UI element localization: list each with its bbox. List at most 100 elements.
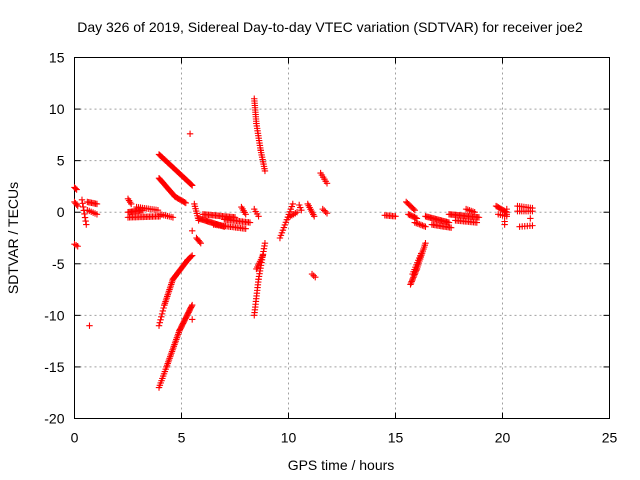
- data-point: [320, 207, 328, 214]
- y-tick-label: -10: [44, 307, 64, 323]
- data-point: [189, 301, 196, 309]
- data-point: [83, 221, 90, 228]
- chart-title: Day 326 of 2019, Sidereal Day-to-day VTE…: [77, 19, 583, 35]
- data-point: [93, 200, 101, 208]
- plot-frame: [74, 57, 610, 419]
- y-tick-label: 0: [57, 204, 65, 220]
- data-point: [310, 272, 317, 279]
- data-point: [445, 219, 453, 226]
- x-tick-label: 25: [602, 430, 618, 446]
- data-point: [79, 200, 86, 207]
- data-point: [74, 243, 81, 250]
- data-point: [78, 196, 86, 204]
- data-point: [323, 210, 331, 217]
- data-point: [155, 322, 163, 329]
- data-point: [81, 210, 88, 218]
- data-point: [410, 205, 417, 213]
- data-point: [74, 202, 81, 210]
- data-point: [187, 253, 195, 260]
- data-point: [323, 180, 331, 187]
- data-point: [413, 215, 421, 222]
- data-point: [473, 219, 481, 226]
- data-point: [261, 167, 269, 175]
- data-point: [411, 206, 418, 214]
- data-point: [471, 209, 478, 216]
- data-point: [196, 238, 203, 246]
- data-point: [319, 205, 326, 213]
- x-tick-label: 0: [71, 430, 79, 446]
- data-point: [169, 214, 177, 221]
- data-point: [298, 206, 305, 214]
- grid: [74, 57, 610, 419]
- data-point: [408, 278, 415, 285]
- data-point: [407, 281, 414, 288]
- y-tick-label: -5: [52, 256, 65, 272]
- data-point: [156, 319, 163, 326]
- data-point: [154, 206, 162, 214]
- x-tick-label: 15: [388, 430, 404, 446]
- data-point: [93, 211, 101, 218]
- data-point: [475, 214, 483, 221]
- data-point: [181, 199, 188, 206]
- data-point: [529, 222, 536, 229]
- data-point: [158, 310, 166, 318]
- data-point: [416, 221, 423, 228]
- data-point: [158, 313, 165, 321]
- data-points: [71, 95, 536, 391]
- data-point: [447, 224, 455, 231]
- data-point: [73, 186, 80, 193]
- data-point: [407, 279, 415, 287]
- x-tick-label: 5: [178, 430, 186, 446]
- x-tick-label: 10: [281, 430, 297, 446]
- data-point: [417, 250, 425, 257]
- data-point: [160, 304, 167, 312]
- data-point: [189, 227, 196, 234]
- data-point: [188, 181, 195, 188]
- x-tick-label: 20: [495, 430, 511, 446]
- data-point: [289, 200, 296, 208]
- data-point: [413, 219, 420, 227]
- data-point: [261, 239, 269, 247]
- data-point: [182, 199, 189, 207]
- data-point: [259, 252, 267, 259]
- data-point: [81, 214, 89, 221]
- data-point: [255, 213, 262, 220]
- data-point: [293, 209, 301, 216]
- data-point: [410, 274, 417, 281]
- data-point: [72, 242, 80, 249]
- data-point: [312, 273, 319, 281]
- data-point: [310, 213, 318, 220]
- data-point: [392, 213, 399, 220]
- y-tick-label: 5: [57, 153, 65, 169]
- y-tick-label: -20: [44, 411, 64, 427]
- data-point: [412, 214, 419, 222]
- axis-ticks: 0 5 10 15 20 25 15 10 5 0 -5 -10 -15 -20: [44, 50, 617, 446]
- y-tick-label: 10: [49, 101, 65, 117]
- data-point: [72, 185, 79, 192]
- data-point: [189, 316, 196, 323]
- data-point: [417, 221, 425, 229]
- data-point: [242, 225, 249, 232]
- data-point: [157, 316, 164, 323]
- data-point: [411, 219, 418, 226]
- data-point: [80, 203, 87, 211]
- x-axis-label: GPS time / hours: [288, 457, 395, 473]
- data-point: [322, 208, 329, 216]
- data-point: [186, 130, 194, 138]
- data-point: [529, 204, 536, 212]
- data-point: [73, 201, 80, 208]
- data-point: [501, 221, 508, 228]
- data-point: [308, 270, 316, 278]
- data-point: [86, 322, 93, 329]
- data-point: [242, 211, 249, 218]
- data-point: [422, 239, 429, 247]
- y-axis-label: SDTVAR / TECUs: [5, 182, 21, 294]
- data-point: [419, 222, 426, 229]
- y-tick-label: 15: [49, 50, 65, 66]
- data-point: [246, 219, 254, 226]
- data-point: [189, 252, 196, 259]
- data-point: [197, 239, 204, 247]
- data-point: [422, 223, 429, 230]
- data-point: [189, 182, 196, 189]
